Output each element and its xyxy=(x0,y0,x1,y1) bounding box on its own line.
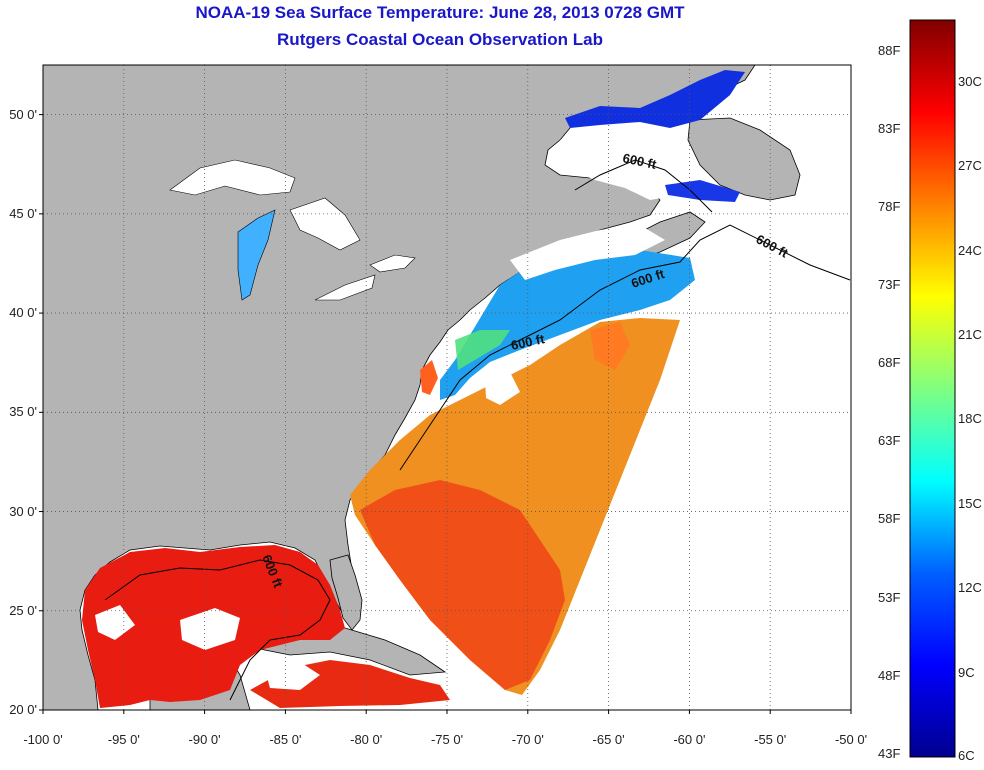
colorbar-label-f: 53F xyxy=(878,589,901,605)
lon-tick-label: -65 0' xyxy=(592,732,625,747)
lon-tick-label: -95 0' xyxy=(107,732,140,747)
sst-cloud-gulf-2 xyxy=(95,605,135,640)
lon-tick-label: -75 0' xyxy=(430,732,464,747)
lake-ontario xyxy=(369,254,416,273)
colorbar-label-c: 15C xyxy=(958,495,982,511)
lat-tick-label: 20 0' xyxy=(9,702,37,717)
lon-tick-label: -60 0' xyxy=(673,732,706,747)
lat-tick-label: 40 0' xyxy=(9,305,37,321)
lake-huron xyxy=(289,197,361,251)
isobath-600ft-east xyxy=(399,224,851,471)
lake-erie xyxy=(314,274,376,301)
sst-st-lawrence xyxy=(560,128,700,200)
lat-tick-label: 25 0' xyxy=(9,602,37,618)
lat-tick-label: 30 0' xyxy=(9,503,37,519)
colorbar-label-f: 83F xyxy=(878,120,901,136)
contour-label-1: 600 ft xyxy=(621,150,658,172)
lat-tick-label: 45 0' xyxy=(9,205,37,221)
colorbar-label-c: 9C xyxy=(958,664,975,680)
colorbar-label-f: 58F xyxy=(878,511,901,527)
colorbar-label-c: 18C xyxy=(958,411,982,427)
lon-tick-label: -50 0' xyxy=(834,732,868,747)
sst-cloud-carib xyxy=(265,662,320,690)
colorbar xyxy=(909,19,956,758)
colorbar-label-f: 78F xyxy=(878,198,901,214)
colorbar-label-c: 6C xyxy=(958,748,975,763)
colorbar-label-f: 48F xyxy=(878,667,901,683)
sst-coastal-band xyxy=(440,238,695,400)
map-title: NOAA-19 Sea Surface Temperature: June 28… xyxy=(195,3,685,22)
graticule xyxy=(43,65,851,710)
lon-tick-label: -90 0' xyxy=(188,732,221,747)
isobath-600ft-north xyxy=(574,159,713,213)
colorbar-label-f: 43F xyxy=(878,745,901,761)
lat-tick-label: 50 0' xyxy=(9,106,37,122)
colorbar-label-c: 30C xyxy=(958,73,982,89)
sst-atlantic-hot xyxy=(360,480,565,690)
lat-tick-label: 35 0' xyxy=(9,404,37,420)
lon-tick-label: -80 0' xyxy=(350,732,383,747)
sst-cloud-gulf-1 xyxy=(180,608,240,650)
colorbar-label-c: 12C xyxy=(958,580,982,596)
sst-chesapeake xyxy=(420,360,438,395)
isobath-600ft-gulf xyxy=(104,559,331,701)
sst-coastal-green xyxy=(455,330,510,370)
contour-label-4: 600 ft xyxy=(510,331,547,353)
lake-michigan xyxy=(237,209,276,301)
sst-atlantic-patch xyxy=(590,322,630,370)
map-subtitle: Rutgers Coastal Ocean Observation Lab xyxy=(277,30,603,49)
lon-tick-label: -55 0' xyxy=(754,732,787,747)
land-newfoundland xyxy=(687,117,801,201)
land-florida xyxy=(329,554,363,631)
colorbar-label-f: 63F xyxy=(878,433,901,449)
colorbar-label-f: 88F xyxy=(878,42,901,58)
colorbar-label-c: 24C xyxy=(958,242,982,258)
colorbar-label-c: 27C xyxy=(958,158,982,174)
colorbar-label-f: 73F xyxy=(878,277,901,293)
sst-no-data-gom xyxy=(510,225,665,280)
colorbar-label-f: 68F xyxy=(878,355,901,371)
lon-tick-label: -70 0' xyxy=(511,732,544,747)
lon-tick-label: -85 0' xyxy=(269,732,302,747)
sst-cloud-atl xyxy=(485,372,520,405)
lake-superior xyxy=(169,159,296,196)
lon-tick-label: -100 0' xyxy=(23,732,63,747)
land-north-america xyxy=(43,65,756,710)
colorbar-label-c: 21C xyxy=(958,327,982,343)
sst-labrador-cold xyxy=(565,70,745,128)
